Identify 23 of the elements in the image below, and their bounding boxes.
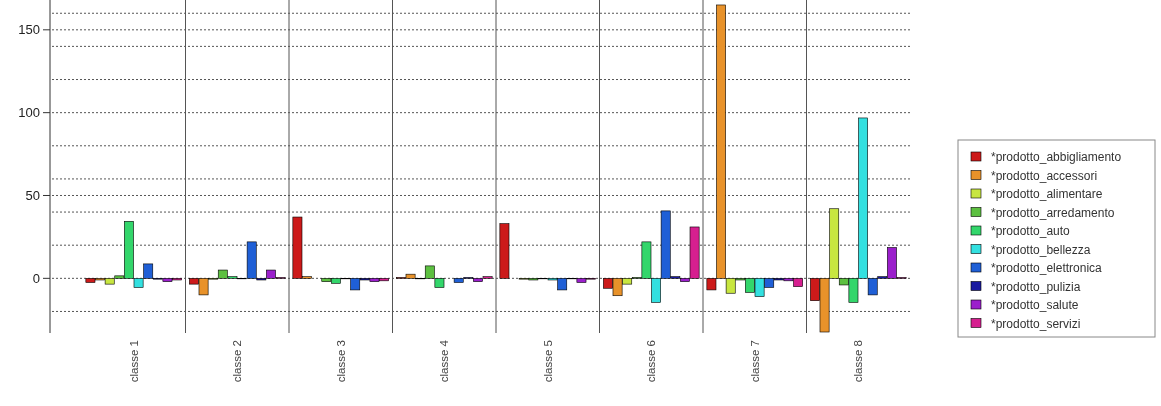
legend-label: *prodotto_abbigliamento <box>991 150 1122 165</box>
x-tick-label: classe 6 <box>645 340 658 383</box>
x-tick-label: classe 5 <box>541 340 554 383</box>
legend-label: *prodotto_accessori <box>991 168 1098 183</box>
legend-label: *prodotto_auto <box>991 224 1071 239</box>
legend-label: *prodotto_salute <box>991 298 1079 313</box>
bar <box>499 223 510 279</box>
legend-label: *prodotto_alimentare <box>991 187 1103 202</box>
y-tick-label: 0 <box>32 270 40 286</box>
legend-label: *prodotto_elettronica <box>991 261 1103 276</box>
x-tick-label: classe 8 <box>852 340 865 383</box>
legend-label: *prodotto_pulizia <box>991 279 1081 294</box>
legend-label: *prodotto_servizi <box>991 316 1081 331</box>
y-tick-label: 50 <box>25 188 40 204</box>
x-tick-label: classe 4 <box>438 339 451 383</box>
x-tick-label: classe 1 <box>127 340 140 383</box>
x-tick-label: classe 7 <box>748 340 761 383</box>
legend-label: *prodotto_bellezza <box>991 242 1091 257</box>
y-tick-label: 150 <box>18 22 40 38</box>
x-tick-label: classe 3 <box>334 340 347 383</box>
legend-label: *prodotto_arredamento <box>991 205 1115 220</box>
x-tick-label: classe 2 <box>231 340 244 383</box>
y-tick-label: 100 <box>18 105 40 121</box>
